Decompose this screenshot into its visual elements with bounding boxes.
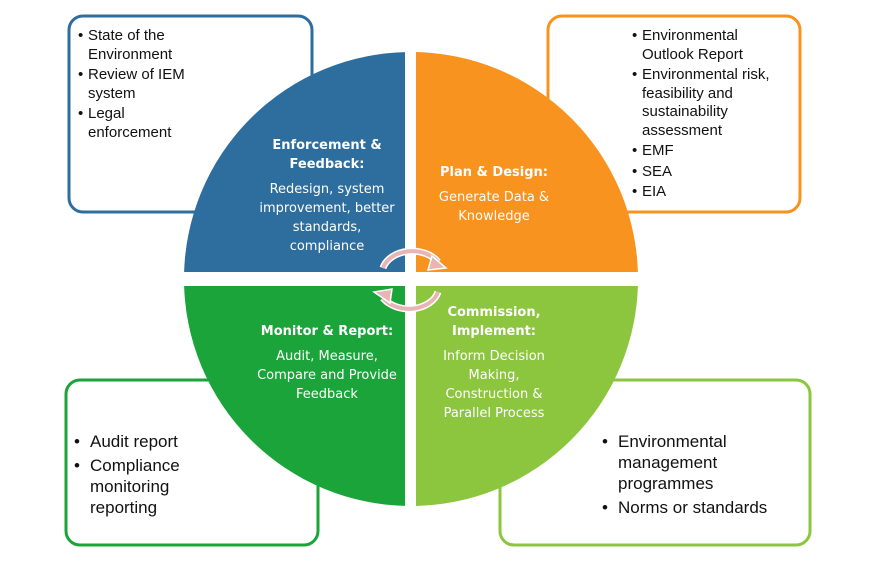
quadrant-title: Enforcement & Feedback: <box>272 138 382 172</box>
quadrant-body: Inform Decision Making, Construction & P… <box>443 349 545 421</box>
box-item: Legal enforcement <box>78 105 190 142</box>
box-item: EMF <box>632 142 782 161</box>
quadrant-text: Enforcement & Feedback: Redesign, system… <box>257 136 397 256</box>
box-item: Norms or standards <box>602 497 792 518</box>
quadrant-title: Plan & Design: <box>440 165 548 180</box>
box-item: EIA <box>632 183 782 202</box>
box-item: SEA <box>632 163 782 182</box>
quadrant <box>416 286 638 506</box>
box-item: Environmental management programmes <box>602 431 792 494</box>
box-item: Environmental Outlook Report <box>632 27 782 64</box>
cycle-arrowhead <box>372 288 393 305</box>
box-item: Audit report <box>74 431 204 452</box>
quadrant-body: Audit, Measure, Compare and Provide Feed… <box>257 349 397 402</box>
quadrant-title: Commission, Implement: <box>447 305 541 339</box>
quadrant-body: Generate Data & Knowledge <box>438 190 550 224</box>
quadrant-title: Monitor & Report: <box>260 324 394 339</box>
quadrant <box>184 286 405 506</box>
quadrant <box>184 52 405 272</box>
quadrant-text: Commission, Implement: Inform Decision M… <box>430 303 558 423</box>
box-list: Environmental Outlook ReportEnvironmenta… <box>632 27 782 204</box>
cycle-arrowhead <box>426 254 448 271</box>
quadrant-text: Plan & Design: Generate Data & Knowledge <box>427 163 561 226</box>
box-item: Review of IEM system <box>78 66 190 103</box>
quadrant-body: Redesign, system improvement, better sta… <box>259 182 395 254</box>
box-list: State of the EnvironmentReview of IEM sy… <box>78 27 190 144</box>
quadrant-text: Monitor & Report: Audit, Measure, Compar… <box>257 322 397 404</box>
quadrant <box>416 52 638 272</box>
box-item: State of the Environment <box>78 27 190 64</box>
box-list: Audit report Compliance monitoring report… <box>74 431 204 521</box>
box-list: Environmental management programmes Norms… <box>602 431 792 521</box>
cycle-arrow <box>381 291 440 311</box>
box-item: Compliance monitoring reporting <box>74 455 204 518</box>
box-item: Environmental risk, feasibility and sust… <box>632 66 782 140</box>
